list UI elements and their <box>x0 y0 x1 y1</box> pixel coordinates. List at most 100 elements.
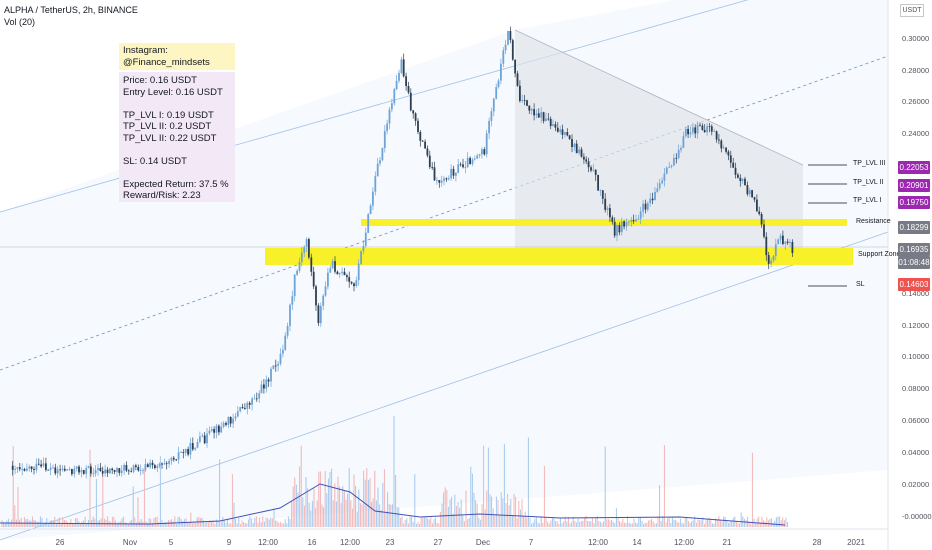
candle-body <box>741 178 744 182</box>
candle-body <box>737 174 739 178</box>
candle-body <box>393 89 396 104</box>
candle-body <box>11 465 14 470</box>
candle-body <box>168 460 170 465</box>
candle-body <box>699 124 701 126</box>
candle-body <box>677 149 680 158</box>
x-axis-tick-label: 16 <box>308 538 317 547</box>
candle-body <box>488 120 490 134</box>
candle-body <box>628 221 630 223</box>
candle-body <box>127 470 130 472</box>
candle-body <box>696 124 699 134</box>
candle-body <box>298 262 301 271</box>
candle-body <box>336 271 339 275</box>
candle-body <box>587 161 590 168</box>
candle-body <box>395 80 398 90</box>
candle-body <box>165 463 168 465</box>
x-axis-tick-label: 7 <box>529 538 534 547</box>
candle-body <box>172 457 175 460</box>
candle-body <box>414 113 417 121</box>
candle-body <box>519 85 521 101</box>
candle-body <box>760 214 763 225</box>
candle-body <box>542 112 545 122</box>
candle-body <box>291 296 294 305</box>
candle-body <box>556 127 559 132</box>
symbol-title[interactable]: ALPHA / TetherUS, 2h, BINANCE <box>4 5 138 15</box>
resistance-zone <box>361 219 847 226</box>
candle-body <box>265 379 268 389</box>
candle-body <box>353 283 355 287</box>
note-line <box>123 144 235 156</box>
candle-body <box>708 126 711 127</box>
candle-body <box>568 135 571 139</box>
candle-body <box>473 158 476 160</box>
candle-body <box>279 353 282 364</box>
candle-body <box>222 423 225 427</box>
candle-body <box>263 384 265 389</box>
candle-body <box>194 447 197 450</box>
candle-body <box>33 469 35 470</box>
note-line: TP_LVL II: 0.2 USDT <box>123 121 212 132</box>
candle-body <box>327 272 329 287</box>
candle-body <box>274 365 277 367</box>
candle-body <box>170 457 173 461</box>
sl-label: SL <box>856 281 865 288</box>
candle-body <box>601 190 604 199</box>
candle-body <box>620 221 623 233</box>
volume-indicator-label[interactable]: Vol (20) <box>4 17 36 27</box>
candle-body <box>405 76 407 86</box>
candle-body <box>594 169 597 175</box>
candle-body <box>428 155 431 168</box>
candle-body <box>101 471 104 474</box>
note-line: Entry Level: 0.16 USDT <box>123 86 223 98</box>
y-axis-tick-label: 0.12000 <box>902 321 929 330</box>
candle-body <box>90 466 92 474</box>
candle-body <box>433 167 436 181</box>
currency-button[interactable]: USDT <box>900 4 924 17</box>
candle-body <box>381 148 384 161</box>
support-zone <box>265 248 853 265</box>
candle-body <box>151 462 154 466</box>
candle-body <box>684 128 687 137</box>
candle-body <box>111 468 114 471</box>
candle-body <box>523 100 526 101</box>
x-axis-tick-label: 2021 <box>847 538 865 547</box>
x-axis-tick-label: 12:00 <box>674 538 695 547</box>
candle-body <box>156 466 159 468</box>
candle-body <box>694 127 697 134</box>
candle-body <box>492 98 495 112</box>
candle-body <box>675 157 678 159</box>
candle-body <box>469 157 471 164</box>
note-line: Price: 0.16 USDT <box>123 75 197 86</box>
x-axis-tick-label: 23 <box>386 538 395 547</box>
candle-body <box>348 277 351 282</box>
candle-body <box>502 50 505 64</box>
candle-body <box>424 141 426 149</box>
x-axis-tick-label: 12:00 <box>340 538 361 547</box>
candle-body <box>779 235 782 240</box>
x-axis-tick-label: 12:00 <box>258 538 279 547</box>
volume-ma-line <box>0 483 786 526</box>
candle-body <box>49 467 52 470</box>
y-axis-tick-label: 0.30000 <box>902 34 929 43</box>
candle-body <box>284 335 287 350</box>
candle-body <box>206 433 208 444</box>
x-axis-tick-label: 27 <box>434 538 443 547</box>
candle-body <box>334 261 336 272</box>
candle-body <box>616 225 618 236</box>
candle-body <box>61 468 64 470</box>
candle-body <box>210 429 213 431</box>
candle-body <box>258 393 261 399</box>
candle-body <box>338 272 341 275</box>
candle-body <box>236 411 239 417</box>
candle-body <box>597 174 599 191</box>
candle-body <box>144 464 147 470</box>
candle-body <box>142 469 144 471</box>
candle-body <box>592 169 595 171</box>
candle-body <box>78 466 80 473</box>
candle-body <box>402 59 405 77</box>
candle-body <box>104 469 106 474</box>
tp2-label: TP_LVL II <box>853 179 884 186</box>
candle-body <box>391 103 393 110</box>
candle-body <box>322 295 325 306</box>
candle-body <box>289 304 291 326</box>
